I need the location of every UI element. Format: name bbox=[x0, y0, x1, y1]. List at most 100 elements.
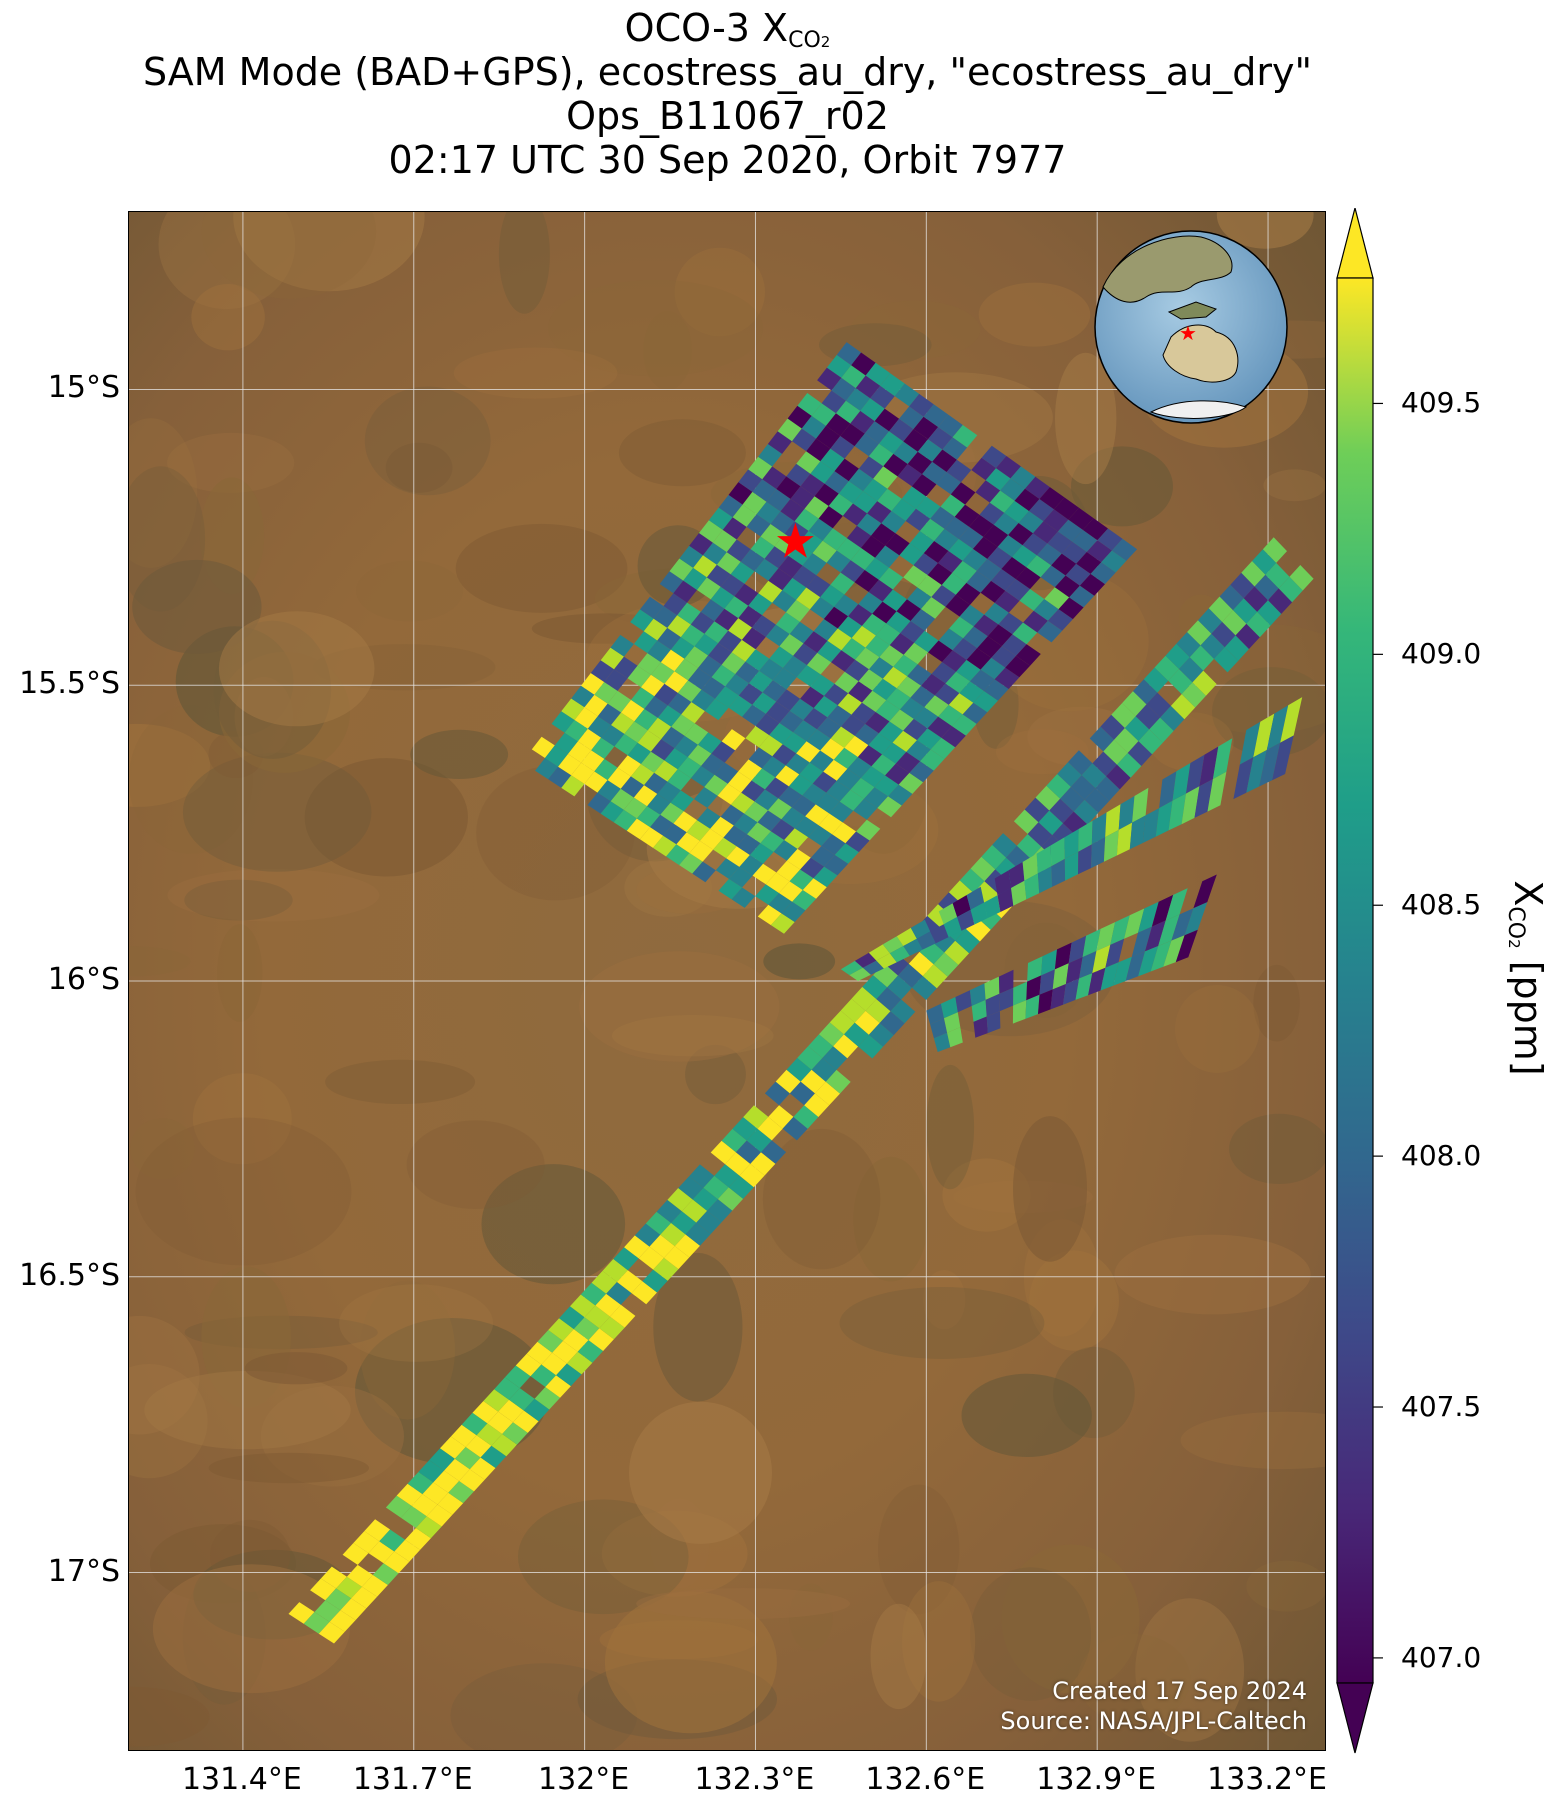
xco2-cell bbox=[602, 1259, 628, 1282]
xco2-cell bbox=[1132, 787, 1149, 823]
xco2-cell bbox=[637, 730, 662, 752]
xco2-cell bbox=[1075, 973, 1093, 1000]
xco2-cell bbox=[548, 1318, 574, 1341]
xco2-cell bbox=[735, 1140, 761, 1164]
xco2-cell bbox=[793, 720, 817, 742]
xco2-cell bbox=[1088, 967, 1106, 996]
xco2-cell bbox=[813, 619, 838, 641]
xco2-cell bbox=[860, 766, 886, 788]
xco2-cell bbox=[1033, 521, 1058, 544]
xco2-cell bbox=[1266, 705, 1289, 750]
xco2-cell bbox=[851, 702, 876, 724]
xco2-cell bbox=[1181, 682, 1206, 708]
terrain-patch bbox=[144, 1370, 351, 1450]
xco2-cell bbox=[1040, 565, 1066, 588]
xco2-cell bbox=[1159, 771, 1177, 809]
xco2-cell bbox=[955, 929, 980, 954]
xco2-cell bbox=[1096, 922, 1116, 951]
xco2-cell bbox=[1100, 714, 1125, 740]
xco2-cell bbox=[1043, 509, 1069, 532]
xco2-cell bbox=[803, 708, 828, 730]
title-line-2: SAM Mode (BAD+GPS), ecostress_au_dry, "e… bbox=[142, 50, 1313, 94]
globe-asia-land bbox=[1102, 235, 1233, 303]
xco2-cell bbox=[1175, 929, 1198, 963]
xco2-cell bbox=[836, 342, 862, 366]
xco2-cell bbox=[876, 953, 897, 969]
xco2-cell bbox=[812, 540, 837, 563]
terrain-patch bbox=[1053, 1346, 1135, 1439]
terrain-patch bbox=[167, 432, 295, 493]
xco2-cell bbox=[1076, 552, 1102, 574]
xco2-cell bbox=[927, 716, 952, 738]
xco2-cell bbox=[815, 792, 840, 814]
xco2-cell bbox=[730, 561, 755, 584]
terrain-patch bbox=[762, 1128, 881, 1270]
xco2-cell bbox=[627, 742, 651, 764]
xco2-cell bbox=[752, 863, 777, 885]
xco2-cell bbox=[758, 735, 783, 757]
xco2-cell bbox=[673, 811, 697, 833]
terrain-patch bbox=[870, 1603, 927, 1710]
xco2-cell bbox=[802, 553, 827, 576]
xco2-cell bbox=[1131, 926, 1152, 957]
xco2-cell bbox=[752, 692, 777, 714]
xco2-cell bbox=[1138, 901, 1159, 933]
xco2-cell bbox=[891, 498, 916, 521]
xco2-cell bbox=[796, 741, 821, 763]
xco2-cell bbox=[696, 1210, 722, 1234]
lat-tick-label: 16.5°S bbox=[19, 1257, 120, 1293]
xco2-cell bbox=[664, 671, 688, 693]
xco2-cell bbox=[1004, 500, 1029, 523]
xco2-cell bbox=[911, 474, 937, 497]
xco2-cell bbox=[651, 662, 675, 684]
satellite-map[interactable]: ★ ★ bbox=[129, 212, 1325, 1750]
xco2-cell bbox=[916, 931, 936, 950]
xco2-cell bbox=[647, 793, 671, 815]
xco2-cell bbox=[970, 902, 988, 925]
xco2-cell bbox=[987, 546, 1012, 569]
xco2-cell bbox=[888, 784, 913, 806]
xco2-cell bbox=[781, 901, 806, 922]
xco2-cell bbox=[846, 525, 872, 548]
lon-tick-label: 132.9°E bbox=[1036, 1762, 1157, 1797]
xco2-cell bbox=[930, 924, 949, 944]
terrain-patch bbox=[410, 729, 509, 780]
xco2-cell bbox=[620, 776, 645, 798]
xco2-cell bbox=[851, 625, 876, 648]
xco2-cell bbox=[1061, 541, 1087, 564]
xco2-cell bbox=[1124, 908, 1145, 939]
xco2-cell bbox=[726, 846, 750, 867]
xco2-cell bbox=[916, 496, 941, 519]
xco2-cell bbox=[813, 695, 838, 718]
map-panel[interactable]: ★ ★ Created 17 Sep 2024 Source: NASA/JPL… bbox=[128, 211, 1326, 1751]
xco2-cell bbox=[749, 670, 773, 693]
xco2-cell bbox=[1026, 975, 1041, 1001]
xco2-cell bbox=[590, 660, 615, 682]
xco2-soundings[interactable] bbox=[288, 342, 1314, 1644]
xco2-cell bbox=[938, 550, 963, 573]
xco2-cell bbox=[1090, 562, 1116, 585]
terrain-patch bbox=[1180, 1411, 1325, 1470]
xco2-cell bbox=[924, 695, 949, 717]
terrain-patch bbox=[364, 386, 491, 496]
xco2-cell bbox=[858, 591, 883, 614]
xco2-cell bbox=[1049, 798, 1074, 824]
xco2-cell bbox=[868, 1023, 894, 1047]
xco2-cell bbox=[1068, 507, 1094, 530]
xco2-cell bbox=[717, 783, 742, 805]
colorbar-tick-label: 408.5 bbox=[1401, 888, 1482, 922]
xco2-cell bbox=[736, 834, 761, 855]
xco2-cell bbox=[1239, 721, 1261, 765]
xco2-cell bbox=[1079, 573, 1105, 596]
xco2-cell bbox=[848, 468, 874, 492]
xco2-cell bbox=[797, 1046, 823, 1070]
xco2-cell bbox=[903, 642, 929, 665]
xco2-cell bbox=[889, 709, 914, 731]
xco2-cell bbox=[862, 613, 887, 636]
xco2-cell bbox=[1235, 623, 1260, 649]
xco2-cell bbox=[1052, 963, 1069, 990]
xco2-cell bbox=[984, 602, 1009, 625]
xco2-cell bbox=[1149, 717, 1174, 743]
xco2-cell bbox=[677, 757, 702, 779]
colorbar-tick-label: 407.0 bbox=[1401, 1640, 1482, 1674]
